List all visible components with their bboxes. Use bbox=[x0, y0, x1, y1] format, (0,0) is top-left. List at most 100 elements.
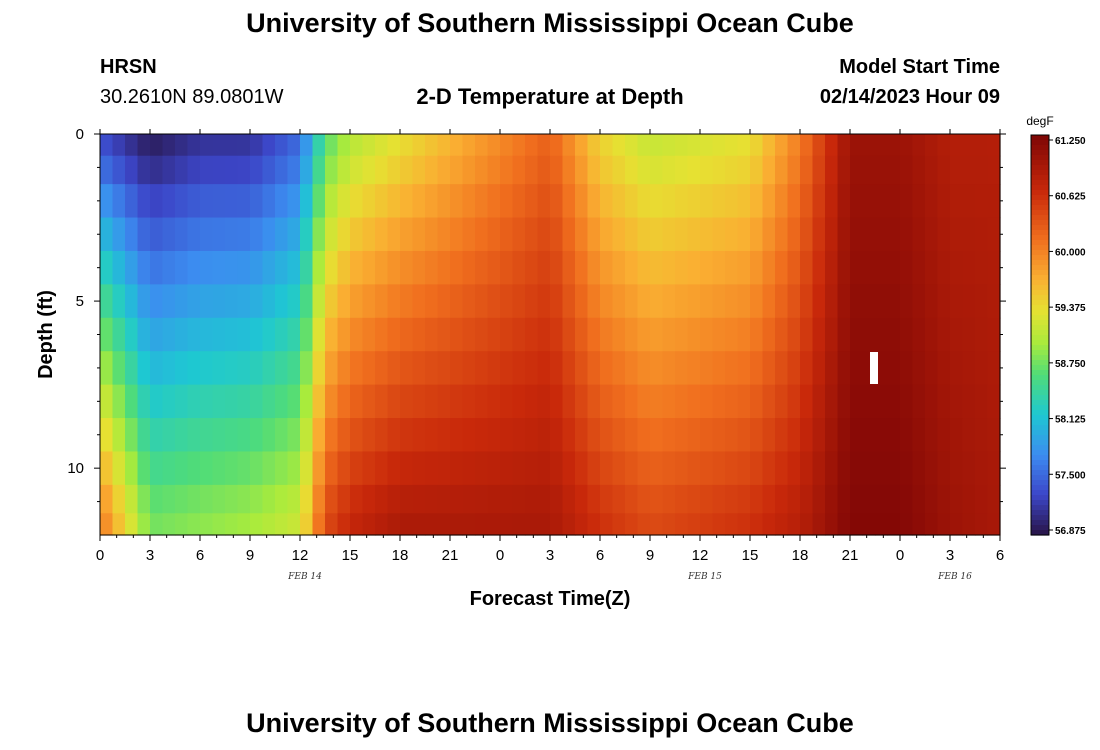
heatmap-cell bbox=[800, 418, 814, 453]
heatmap-cell bbox=[800, 451, 814, 486]
heatmap-cell bbox=[250, 484, 264, 514]
heatmap-cell bbox=[775, 384, 789, 419]
heatmap-cell bbox=[762, 351, 776, 386]
colorbar-segment bbox=[1031, 325, 1049, 331]
heatmap-cell bbox=[312, 384, 326, 419]
heatmap-cell bbox=[450, 184, 464, 219]
heatmap-cell bbox=[937, 484, 951, 514]
heatmap-cell bbox=[325, 217, 339, 252]
heatmap-cell bbox=[387, 351, 401, 386]
heatmap-cell bbox=[375, 284, 389, 319]
heatmap-cell bbox=[625, 451, 639, 486]
heatmap-cell bbox=[137, 418, 151, 453]
heatmap-cell bbox=[237, 317, 251, 352]
heatmap-cell bbox=[787, 384, 801, 419]
heatmap-cell bbox=[687, 418, 701, 453]
heatmap-cell bbox=[475, 513, 489, 536]
heatmap-cell bbox=[525, 134, 539, 157]
heatmap-cell bbox=[700, 513, 714, 536]
heatmap-cell bbox=[350, 451, 364, 486]
station-coordinates: 30.2610N 89.0801W bbox=[100, 86, 284, 108]
heatmap-cell bbox=[812, 351, 826, 386]
heatmap-cell bbox=[775, 451, 789, 486]
heatmap-cell bbox=[575, 384, 589, 419]
chart-subtitle: 2-D Temperature at Depth bbox=[416, 84, 684, 109]
heatmap-cell bbox=[512, 351, 526, 386]
heatmap-cell bbox=[850, 351, 864, 386]
heatmap-cell bbox=[737, 217, 751, 252]
heatmap-cell bbox=[687, 484, 701, 514]
heatmap-cell bbox=[387, 384, 401, 419]
heatmap-cell bbox=[462, 418, 476, 453]
heatmap-cell bbox=[925, 351, 939, 386]
heatmap-cell bbox=[225, 451, 239, 486]
heatmap-cell bbox=[812, 451, 826, 486]
heatmap-cell bbox=[537, 217, 551, 252]
colorbar-segment bbox=[1031, 415, 1049, 421]
heatmap-cell bbox=[762, 451, 776, 486]
heatmap-cell bbox=[187, 250, 201, 285]
heatmap-cell bbox=[262, 384, 276, 419]
heatmap-cell bbox=[562, 184, 576, 219]
heatmap-cell bbox=[112, 284, 126, 319]
colorbar-segment bbox=[1031, 475, 1049, 481]
colorbar-segment bbox=[1031, 145, 1049, 151]
heatmap-cell bbox=[725, 484, 739, 514]
heatmap-cell bbox=[287, 317, 301, 352]
heatmap-cell bbox=[350, 317, 364, 352]
heatmap-cell bbox=[162, 351, 176, 386]
heatmap-cell bbox=[750, 484, 764, 514]
heatmap-cell bbox=[650, 134, 664, 157]
heatmap-cell bbox=[462, 484, 476, 514]
heatmap-cell bbox=[625, 284, 639, 319]
footer-title: University of Southern Mississippi Ocean… bbox=[246, 708, 854, 738]
heatmap-cell bbox=[450, 351, 464, 386]
heatmap-cell bbox=[187, 134, 201, 157]
heatmap-cell bbox=[287, 155, 301, 185]
heatmap-cell bbox=[100, 250, 114, 285]
heatmap-cell bbox=[362, 217, 376, 252]
heatmap-cell bbox=[387, 418, 401, 453]
heatmap-cell bbox=[550, 418, 564, 453]
heatmap-cell bbox=[325, 134, 339, 157]
heatmap-cell bbox=[150, 184, 164, 219]
colorbar-segment bbox=[1031, 135, 1049, 141]
heatmap-cell bbox=[750, 451, 764, 486]
heatmap-cell bbox=[600, 351, 614, 386]
heatmap-cell bbox=[712, 284, 726, 319]
heatmap-cell bbox=[175, 284, 189, 319]
heatmap-cell bbox=[762, 134, 776, 157]
heatmap-cell bbox=[612, 250, 626, 285]
heatmap-cell bbox=[550, 484, 564, 514]
heatmap-cell bbox=[225, 317, 239, 352]
heatmap-cell bbox=[712, 134, 726, 157]
heatmap-cell bbox=[137, 284, 151, 319]
heatmap-cell bbox=[625, 184, 639, 219]
heatmap-cell bbox=[662, 484, 676, 514]
heatmap-cell bbox=[762, 513, 776, 536]
heatmap-cell bbox=[375, 217, 389, 252]
heatmap-cell bbox=[875, 351, 889, 386]
heatmap-cell bbox=[675, 484, 689, 514]
heatmap-cell bbox=[787, 155, 801, 185]
heatmap-cell bbox=[462, 384, 476, 419]
heatmap-cell bbox=[912, 418, 926, 453]
heatmap-cell bbox=[250, 250, 264, 285]
heatmap-cell bbox=[862, 184, 876, 219]
heatmap-cell bbox=[275, 155, 289, 185]
heatmap-cell bbox=[850, 513, 864, 536]
heatmap-cell bbox=[850, 317, 864, 352]
heatmap-cell bbox=[912, 317, 926, 352]
heatmap-cell bbox=[637, 155, 651, 185]
heatmap-cell bbox=[625, 513, 639, 536]
heatmap-cell bbox=[812, 217, 826, 252]
colorbar-tick-label: 60.625 bbox=[1055, 192, 1086, 203]
heatmap-cell bbox=[750, 134, 764, 157]
heatmap-cell bbox=[650, 250, 664, 285]
heatmap-cell bbox=[762, 250, 776, 285]
heatmap-cell bbox=[537, 484, 551, 514]
heatmap-cell bbox=[500, 418, 514, 453]
heatmap-cell bbox=[212, 384, 226, 419]
heatmap-cell bbox=[525, 155, 539, 185]
heatmap-cell bbox=[350, 155, 364, 185]
